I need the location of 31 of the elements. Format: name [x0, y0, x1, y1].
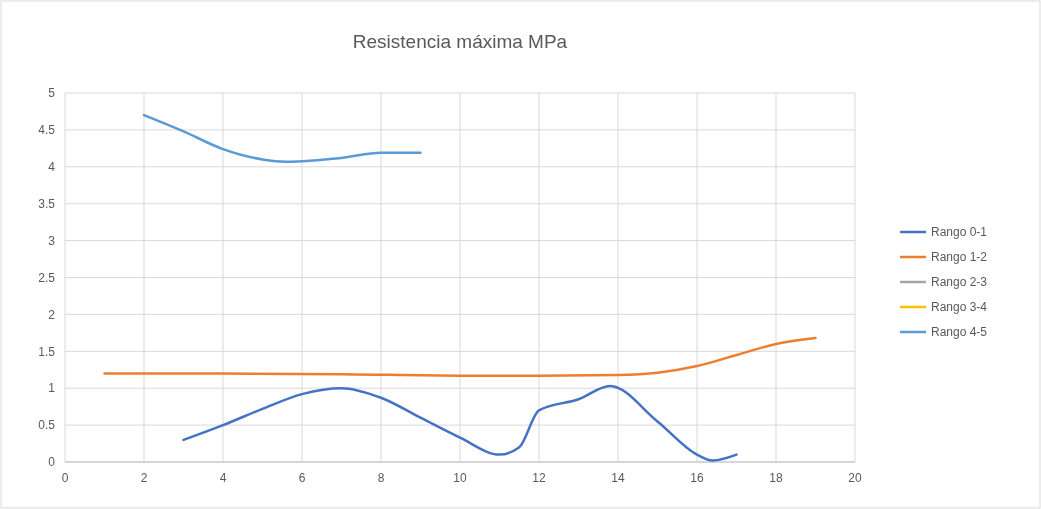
- x-tick-label: 2: [140, 471, 148, 485]
- y-tick-label: 0.5: [38, 418, 56, 433]
- x-tick-label: 14: [611, 471, 625, 485]
- x-tick-label: 4: [219, 471, 227, 485]
- x-tick-label: 10: [453, 471, 467, 485]
- legend-label: Rango 0-1: [931, 225, 988, 240]
- y-tick-label: 0: [48, 455, 56, 470]
- y-tick-label: 4.5: [38, 123, 56, 138]
- y-tick-label: 2: [48, 307, 56, 322]
- legend-label: Rango 3-4: [931, 300, 988, 315]
- y-tick-label: 1: [48, 381, 56, 396]
- line-series: [103, 336, 817, 377]
- legend-label: Rango 1-2: [931, 250, 988, 265]
- y-tick-label: 2.5: [38, 270, 56, 285]
- line-series: [142, 113, 422, 163]
- y-tick-label: 1.5: [38, 344, 56, 359]
- legend-label: Rango 2-3: [931, 275, 988, 290]
- x-tick-label: 20: [848, 471, 862, 485]
- y-tick-label: 4: [48, 160, 56, 174]
- x-tick-label: 18: [769, 471, 783, 485]
- chart-title: Resistencia máxima MPa: [352, 31, 568, 52]
- line-series: [182, 384, 738, 462]
- x-tick-label: 8: [377, 471, 385, 485]
- x-tick-label: 6: [298, 471, 306, 485]
- y-tick-label: 3.5: [38, 196, 56, 211]
- x-tick-label: 16: [690, 471, 704, 485]
- x-tick-label: 12: [532, 471, 546, 485]
- y-tick-label: 3: [48, 233, 56, 248]
- legend-label: Rango 4-5: [931, 325, 988, 340]
- x-tick-label: 0: [61, 471, 69, 485]
- y-tick-label: 5: [48, 86, 56, 101]
